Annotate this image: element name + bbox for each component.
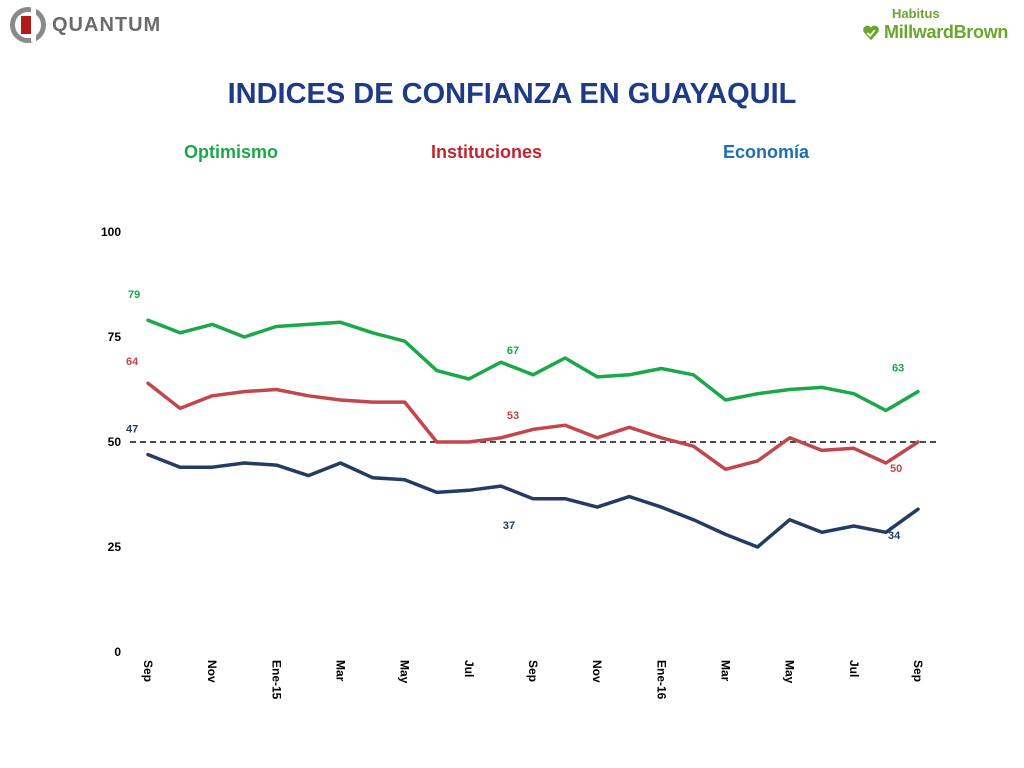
y-tick-label: 100 bbox=[101, 225, 121, 239]
series-line-economía bbox=[146, 452, 920, 549]
x-tick-label: Jul bbox=[462, 660, 476, 677]
millwardbrown-logo-text: MillwardBrown bbox=[884, 22, 1009, 42]
y-tick-label: 25 bbox=[108, 540, 122, 554]
x-tick-label: Mar bbox=[719, 660, 733, 682]
legend-economia: Economía bbox=[723, 142, 810, 162]
y-tick-label: 50 bbox=[108, 435, 122, 449]
x-tick-label: Sep bbox=[141, 660, 155, 682]
millwardbrown-logo: Habitus MillwardBrown bbox=[862, 4, 1012, 48]
x-tick-label: Ene-16 bbox=[654, 660, 668, 700]
series-line-instituciones bbox=[146, 381, 920, 472]
quantum-logo-icon bbox=[10, 6, 46, 43]
x-tick-label: May bbox=[783, 660, 797, 684]
data-label: 47 bbox=[126, 424, 138, 436]
data-label: 67 bbox=[507, 345, 519, 357]
y-tick-label: 75 bbox=[108, 330, 122, 344]
quantum-logo-text: QUANTUM bbox=[52, 13, 162, 36]
x-tick-label: Sep bbox=[911, 660, 925, 682]
x-tick-label: May bbox=[398, 660, 412, 684]
y-tick-label: 0 bbox=[114, 645, 121, 659]
x-tick-label: Jul bbox=[847, 660, 861, 677]
x-tick-label: Nov bbox=[205, 660, 219, 683]
legend-instituciones: Instituciones bbox=[431, 142, 543, 162]
data-label: 79 bbox=[128, 289, 140, 301]
x-tick-label: Ene-15 bbox=[269, 660, 283, 700]
heart-icon bbox=[863, 25, 879, 40]
series-line-optimismo bbox=[146, 318, 920, 413]
data-label: 34 bbox=[888, 530, 901, 542]
data-label: 50 bbox=[890, 463, 902, 475]
x-tick-label: Sep bbox=[526, 660, 540, 682]
data-label: 64 bbox=[126, 356, 139, 368]
data-label: 53 bbox=[507, 410, 519, 422]
quantum-logo: QUANTUM bbox=[10, 4, 161, 46]
habitus-logo-text: Habitus bbox=[892, 6, 940, 21]
legend-optimismo: Optimismo bbox=[184, 142, 279, 162]
x-tick-label: Nov bbox=[590, 660, 604, 683]
x-tick-label: Mar bbox=[334, 660, 348, 682]
data-label: 63 bbox=[892, 363, 904, 375]
data-label: 37 bbox=[503, 520, 515, 532]
chart-title: INDICES DE CONFIANZA EN GUAYAQUIL bbox=[227, 78, 797, 110]
